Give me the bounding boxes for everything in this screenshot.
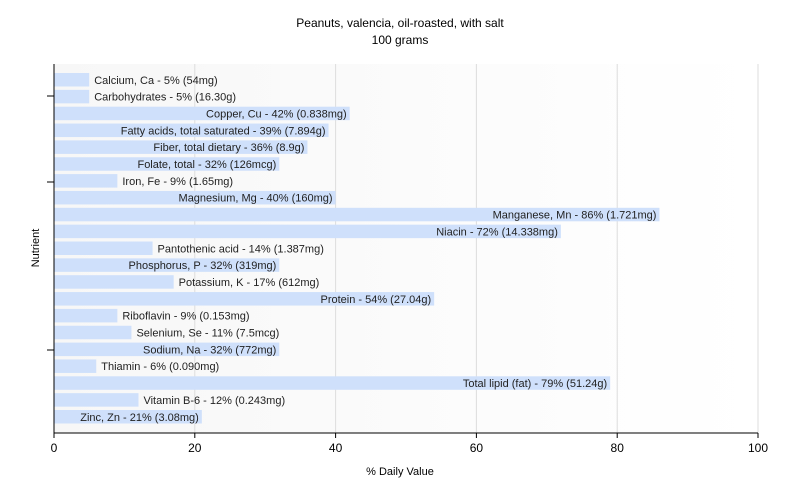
bar-label: Fiber, total dietary - 36% (8.9g) <box>153 142 304 154</box>
y-axis-title: Nutrient <box>30 228 42 268</box>
chart-subtitle: 100 grams <box>371 33 429 47</box>
bar <box>54 393 139 407</box>
bar <box>54 140 308 154</box>
bar <box>54 308 118 323</box>
bar <box>54 174 118 188</box>
bar-label: Sodium, Na - 32% (772mg) <box>143 344 276 356</box>
bar-label: Potassium, K - 17% (612mg) <box>179 277 320 289</box>
x-tick-label: 40 <box>329 441 343 455</box>
bar-label: Iron, Fe - 9% (1.65mg) <box>122 176 233 188</box>
bar-label: Carbohydrates - 5% (16.30g) <box>94 92 236 104</box>
x-tick-label: 60 <box>470 441 484 455</box>
bar-label: Copper, Cu - 42% (0.838mg) <box>206 108 347 120</box>
bar-label: Vitamin B-6 - 12% (0.243mg) <box>143 395 285 407</box>
bar-label: Magnesium, Mg - 40% (160mg) <box>179 193 333 205</box>
chart-title: Peanuts, valencia, oil-roasted, with sal… <box>296 16 504 30</box>
bar <box>54 342 280 357</box>
bar <box>54 410 202 424</box>
bar-label: Pantothenic acid - 14% (1.387mg) <box>158 243 324 255</box>
x-tick-label: 20 <box>188 441 202 455</box>
bar-label: Thiamin - 6% (0.090mg) <box>101 361 219 373</box>
bar <box>54 258 280 272</box>
bar <box>54 89 90 104</box>
bar <box>54 106 350 121</box>
bar <box>54 73 90 87</box>
bar-label: Protein - 54% (27.04g) <box>320 294 431 306</box>
bar <box>54 224 561 239</box>
bar-label: Niacin - 72% (14.338mg) <box>436 226 558 238</box>
x-axis-title: % Daily Value <box>366 466 434 478</box>
x-tick-label: 0 <box>51 441 58 455</box>
bar <box>54 241 153 255</box>
bar <box>54 157 280 171</box>
bar <box>54 123 329 138</box>
bar-label: Folate, total - 32% (126mcg) <box>137 159 276 171</box>
bar-label: Phosphorus, P - 32% (319mg) <box>129 260 277 272</box>
bar-label: Zinc, Zn - 21% (3.08mg) <box>80 412 199 424</box>
bar <box>54 275 174 289</box>
bar <box>54 190 336 205</box>
bar-label: Manganese, Mn - 86% (1.721mg) <box>493 210 657 222</box>
bar-label: Fatty acids, total saturated - 39% (7.89… <box>121 125 326 137</box>
x-tick-label: 80 <box>611 441 625 455</box>
bar <box>54 292 435 306</box>
bar-label: Selenium, Se - 11% (7.5mcg) <box>136 328 279 340</box>
bar <box>54 359 97 373</box>
bar-label: Total lipid (fat) - 79% (51.24g) <box>463 378 607 390</box>
bar-label: Calcium, Ca - 5% (54mg) <box>94 75 217 87</box>
bar <box>54 325 132 340</box>
bar <box>54 207 660 222</box>
bar-label: Riboflavin - 9% (0.153mg) <box>122 311 249 323</box>
x-tick-label: 100 <box>748 441 768 455</box>
bar <box>54 376 611 390</box>
